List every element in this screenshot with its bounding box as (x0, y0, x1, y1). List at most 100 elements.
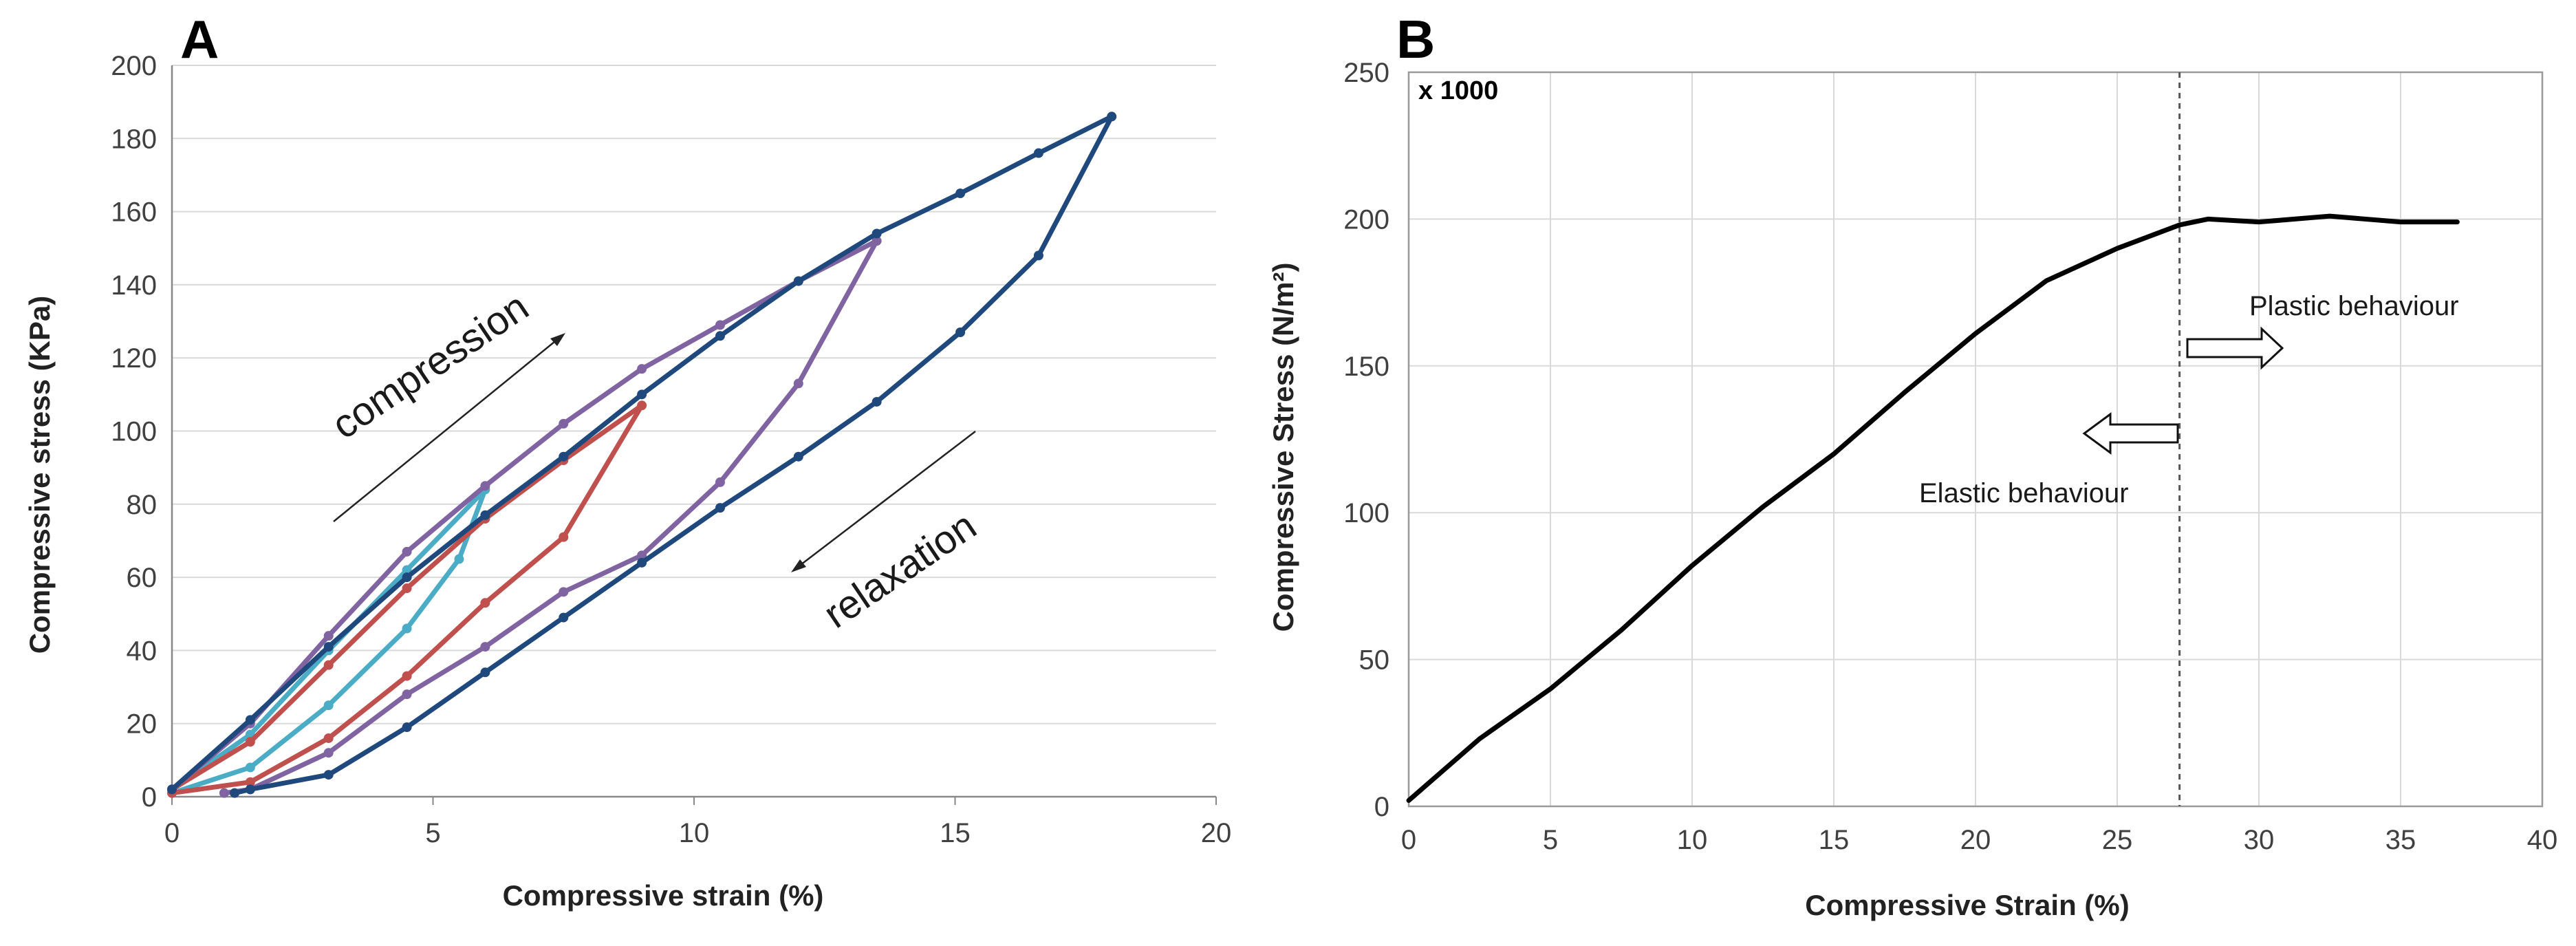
y-tick-label: 50 (1359, 645, 1390, 676)
data-point (323, 733, 334, 743)
series-line (1406, 213, 2460, 803)
data-point (715, 503, 725, 513)
data-point (323, 748, 334, 758)
compression-arrow (333, 333, 565, 522)
data-point (245, 737, 255, 747)
data-point (480, 667, 490, 678)
data-point (1107, 111, 1117, 122)
data-point (715, 320, 725, 330)
annotation-elastic: Elastic behaviour (1919, 478, 2129, 508)
x-tick-label: 5 (425, 818, 440, 848)
x-tick-label: 20 (1960, 825, 1991, 855)
y-tick-label: 0 (1374, 792, 1389, 822)
data-point (559, 587, 569, 597)
y-multiplier-label: x 1000 (1418, 76, 1498, 105)
y-tick-label: 40 (127, 636, 158, 666)
x-tick-label: 0 (1401, 825, 1416, 855)
data-point (323, 642, 334, 652)
data-point (402, 689, 412, 700)
data-point (559, 532, 569, 542)
chart-b-grid (1408, 72, 2543, 807)
series-line (169, 114, 1114, 796)
data-point (1033, 148, 1043, 158)
chart-b-tick-labels: 0 50 100 150 200 250 0 5 10 15 20 25 30 35 40 (1343, 58, 2557, 855)
y-tick-label: 160 (111, 197, 157, 228)
series-line (169, 402, 645, 796)
data-point (637, 557, 647, 568)
y-tick-label: 0 (142, 782, 157, 813)
data-point (402, 572, 412, 583)
y-tick-label: 200 (1343, 204, 1389, 235)
data-point (1033, 250, 1043, 261)
x-tick-label: 15 (940, 818, 971, 848)
data-point (637, 364, 647, 374)
y-tick-label: 80 (127, 490, 158, 520)
annotation-compression: compression (324, 284, 537, 448)
data-point (402, 671, 412, 681)
data-point (167, 784, 177, 795)
chart-a-series (167, 111, 1117, 798)
y-tick-label: 250 (1343, 58, 1389, 88)
data-point (559, 418, 569, 429)
y-tick-label: 140 (111, 270, 157, 301)
y-tick-label: 100 (111, 417, 157, 447)
y-axis-title-a: Compressive stress (KPa) (23, 296, 56, 654)
annotation-relaxation: relaxation (816, 503, 984, 637)
data-point (245, 762, 255, 773)
data-point (245, 715, 255, 725)
data-point (219, 788, 229, 798)
data-point (480, 642, 490, 652)
data-point (955, 327, 966, 337)
data-point (637, 400, 647, 411)
x-tick-label: 20 (1201, 818, 1232, 848)
chart-a-tick-labels: 0 20 40 60 80 100 120 140 160 180 200 0 5 10 15 20 (111, 51, 1231, 848)
data-point (402, 583, 412, 594)
data-point (230, 788, 240, 798)
data-point (245, 784, 255, 795)
y-tick-label: 120 (111, 343, 157, 374)
x-tick-label: 0 (164, 818, 180, 848)
x-tick-label: 30 (2244, 825, 2275, 855)
chart-b: 0 50 100 150 200 250 0 5 10 15 20 25 30 35 40 B x 1000… (1267, 9, 2557, 921)
data-point (402, 546, 412, 557)
y-tick-label: 20 (127, 709, 158, 740)
data-point (637, 389, 647, 400)
x-tick-label: 10 (1677, 825, 1708, 855)
data-point (480, 510, 490, 520)
x-axis-title-a: Compressive strain (%) (503, 879, 824, 912)
data-point (480, 481, 490, 491)
plot-border (1407, 71, 2544, 808)
data-point (323, 700, 334, 711)
x-tick-label: 10 (679, 818, 710, 848)
annotation-plastic: Plastic behaviour (2249, 291, 2459, 321)
data-point (559, 612, 569, 623)
chart-a: 0 20 40 60 80 100 120 140 160 180 200 0 5 10 15 20 A co… (23, 9, 1231, 912)
data-point (715, 331, 725, 341)
chart-a-axes (171, 65, 1217, 805)
data-point (323, 660, 334, 670)
data-point (872, 228, 882, 239)
chart-a-grid (172, 65, 1216, 724)
data-point (480, 598, 490, 608)
y-axis-title-b: Compressive Stress (N/m²) (1267, 263, 1299, 632)
data-point (402, 623, 412, 634)
panel-label-b: B (1396, 9, 1435, 69)
x-axis-title-b: Compressive Strain (%) (1805, 889, 2129, 921)
data-point (402, 722, 412, 733)
chart-b-plot-frame (1407, 71, 2544, 808)
data-point (245, 777, 255, 787)
data-point (793, 378, 803, 389)
x-tick-label: 5 (1543, 825, 1558, 855)
data-point (323, 770, 334, 780)
data-point (454, 554, 464, 564)
relaxation-arrow (791, 431, 976, 572)
data-point (715, 477, 725, 487)
y-tick-label: 200 (111, 51, 157, 81)
y-tick-label: 60 (127, 563, 158, 593)
y-tick-label: 150 (1343, 352, 1389, 382)
plastic-arrow-icon (2186, 326, 2284, 370)
panel-label-a: A (180, 9, 219, 69)
data-point (872, 236, 882, 246)
x-tick-label: 35 (2385, 825, 2416, 855)
